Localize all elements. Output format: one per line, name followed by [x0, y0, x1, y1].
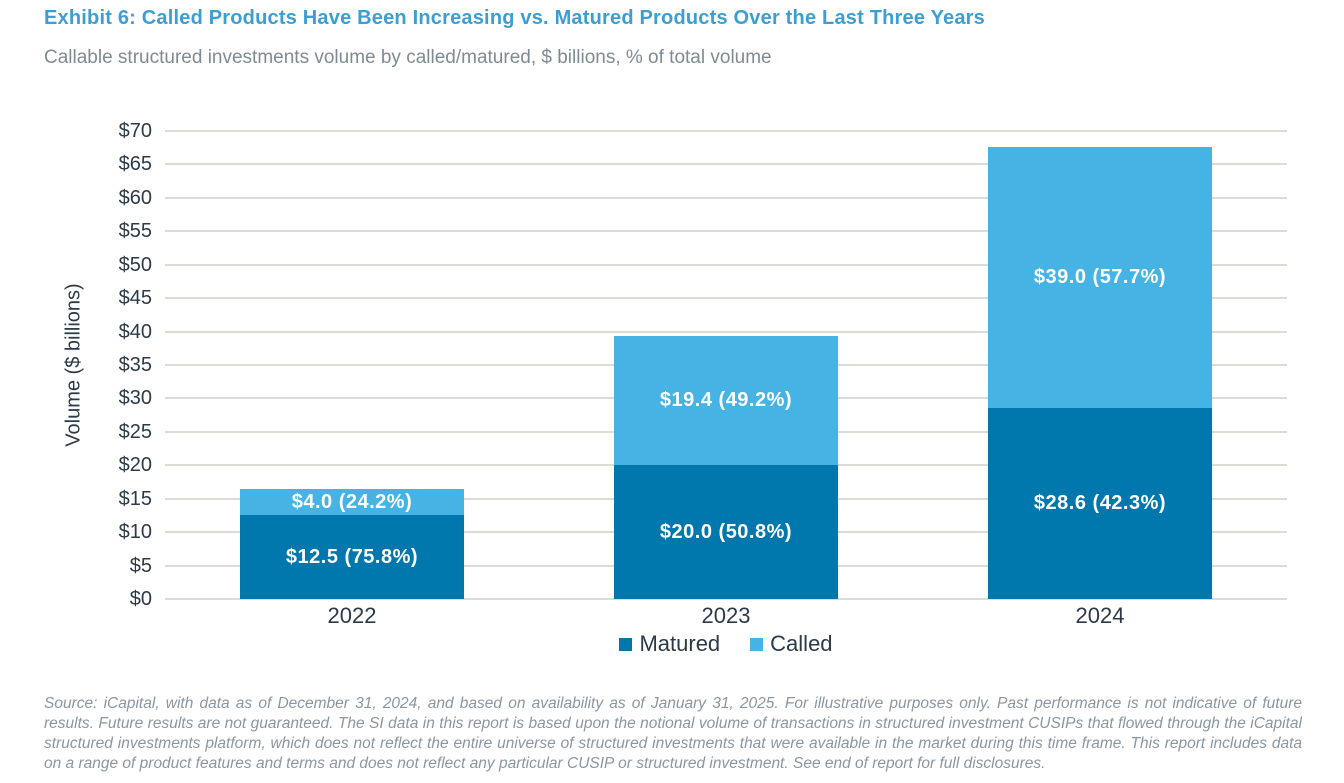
gridline-0: [165, 598, 1287, 600]
bar-value-label: $20.0 (50.8%): [659, 520, 793, 543]
gridline-45: [165, 297, 1287, 300]
legend: Matured Called: [165, 631, 1287, 657]
exhibit-subtitle: Callable structured investments volume b…: [44, 47, 772, 68]
legend-swatch-matured: [619, 637, 633, 651]
y-tick-label-45: $45: [118, 287, 152, 310]
y-tick-label-50: $50: [118, 253, 152, 276]
y-tick-label-10: $10: [118, 521, 152, 544]
bar-value-label: $19.4 (49.2%): [659, 388, 793, 411]
plot-area: $12.5 (75.8%) $4.0 (24.2%) $20.0 (50.8%) $1…: [165, 130, 1287, 600]
legend-label-matured: Matured: [639, 631, 721, 656]
bar-segment-called-2023: $19.4 (49.2%): [613, 335, 839, 466]
x-axis-labels: 2022 2023 2024: [165, 603, 1287, 633]
y-tick-label-15: $15: [118, 487, 152, 510]
bar-value-label: $39.0 (57.7%): [1033, 265, 1167, 288]
y-tick-label-35: $35: [118, 354, 152, 376]
legend-swatch-called: [750, 637, 764, 651]
x-axis-label-2022: 2022: [327, 603, 377, 628]
gridline-55: [165, 230, 1287, 233]
gridline-65: [165, 163, 1287, 166]
y-tick-label-0: $0: [129, 588, 152, 610]
bar-segment-matured-2024: $28.6 (42.3%): [987, 407, 1213, 599]
y-tick-label-25: $25: [118, 420, 152, 443]
bar-segment-called-2024: $39.0 (57.7%): [987, 147, 1213, 408]
y-tick-label-40: $40: [118, 320, 152, 343]
y-tick-label-30: $30: [118, 387, 152, 410]
y-tick-label-20: $20: [118, 454, 152, 477]
y-tick-labels: $0 $5 $10 $15 $20 $25 $30 $35 $40 $45 $50 $55 $60 $65…: [0, 120, 152, 610]
y-tick-label-70: $70: [118, 120, 152, 142]
y-tick-label-5: $5: [129, 554, 152, 577]
y-tick-label-60: $60: [118, 186, 152, 209]
exhibit-title: Exhibit 6: Called Products Have Been Inc…: [44, 7, 985, 29]
bar-segment-matured-2022: $12.5 (75.8%): [239, 515, 465, 599]
y-tick-label-65: $65: [118, 153, 152, 176]
bar-value-label: $12.5 (75.8%): [285, 545, 419, 568]
gridline-60: [165, 196, 1287, 199]
y-tick-label-55: $55: [118, 220, 152, 243]
legend-item-called: Called: [750, 631, 833, 657]
legend-label-called: Called: [770, 631, 833, 656]
gridline-50: [165, 263, 1287, 266]
x-axis-label-2024: 2024: [1075, 603, 1125, 628]
x-axis-label-2023: 2023: [701, 603, 751, 628]
bar-value-label: $28.6 (42.3%): [1033, 491, 1167, 514]
gridline-40: [165, 330, 1287, 333]
bar-segment-called-2022: $4.0 (24.2%): [239, 488, 465, 516]
source-note: Source: iCapital, with data as of Decemb…: [44, 695, 1302, 772]
bar-value-label: $4.0 (24.2%): [291, 490, 413, 513]
legend-item-matured: Matured: [619, 631, 720, 657]
gridline-70: [165, 130, 1287, 132]
bar-segment-matured-2023: $20.0 (50.8%): [613, 465, 839, 599]
